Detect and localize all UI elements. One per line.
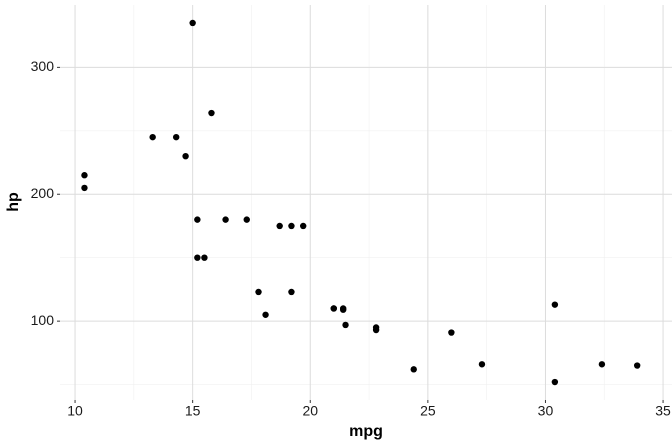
point	[288, 288, 295, 296]
point	[222, 216, 229, 223]
point	[330, 305, 337, 312]
point	[172, 133, 180, 141]
point	[149, 133, 156, 141]
point	[81, 172, 88, 179]
point	[288, 222, 295, 230]
point	[372, 324, 380, 331]
point	[551, 378, 559, 386]
x-axis-title: mpg	[349, 423, 383, 440]
point	[81, 184, 88, 192]
x-tick-label: 10	[67, 403, 83, 419]
y-tick-label: 100	[31, 312, 55, 328]
point	[243, 216, 250, 223]
point	[339, 306, 347, 313]
point	[633, 362, 641, 369]
x-tick-label: 30	[538, 403, 554, 419]
point	[342, 321, 349, 329]
point	[410, 366, 417, 373]
x-tick-label: 20	[302, 403, 318, 419]
point	[262, 311, 269, 318]
point	[208, 109, 215, 117]
y-tick-label: 300	[31, 58, 55, 74]
point	[276, 222, 283, 230]
y-axis-title: hp	[5, 192, 22, 212]
x-tick-label: 35	[655, 403, 671, 419]
x-tick-label: 25	[420, 403, 436, 419]
point	[448, 329, 455, 336]
point	[201, 254, 208, 261]
point	[194, 216, 201, 223]
x-tick-label: 15	[185, 403, 201, 419]
point	[194, 254, 201, 261]
point	[182, 152, 189, 160]
point	[598, 361, 606, 368]
point	[551, 301, 559, 308]
point	[189, 19, 196, 27]
point	[478, 361, 486, 368]
y-tick-label: 200	[31, 185, 55, 201]
point	[255, 288, 262, 296]
point	[300, 222, 307, 230]
